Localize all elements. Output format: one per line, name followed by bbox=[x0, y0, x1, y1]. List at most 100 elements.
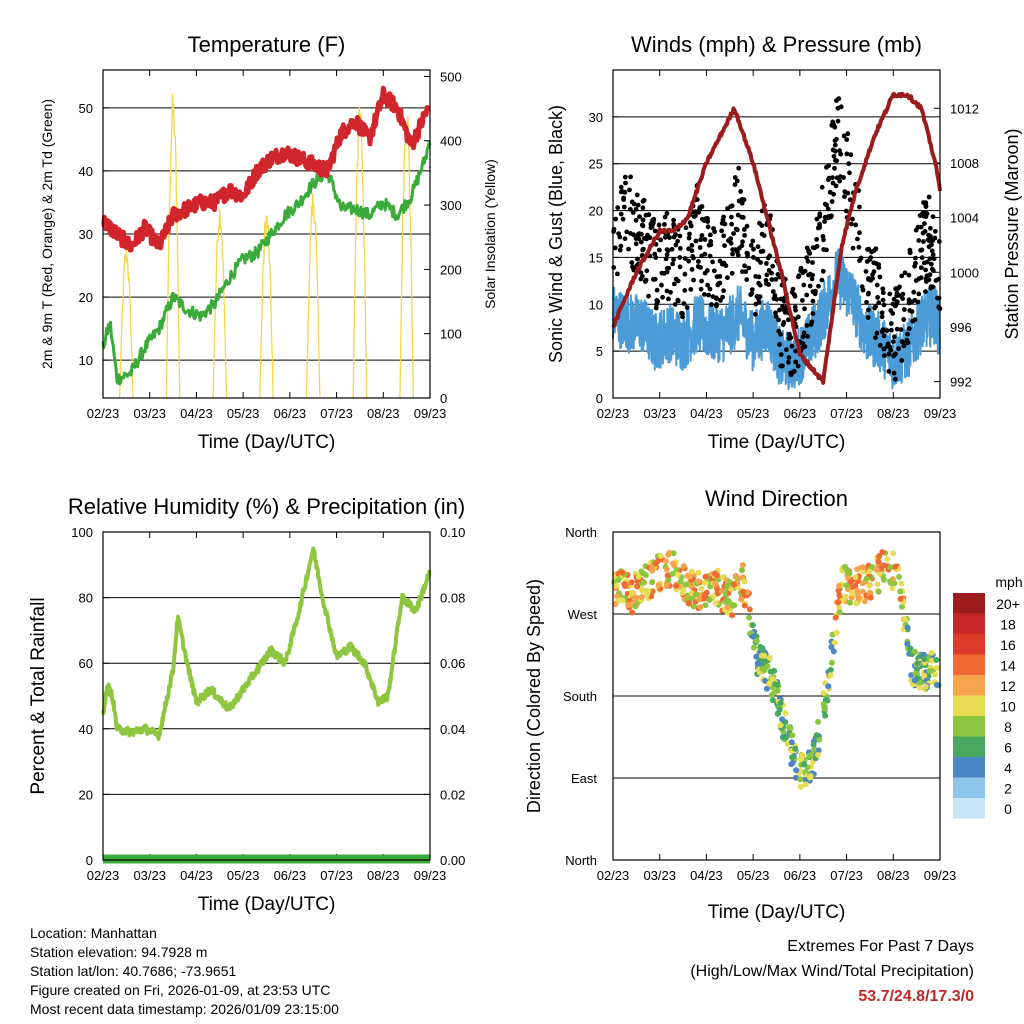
gust-point bbox=[841, 133, 847, 139]
gust-point bbox=[702, 292, 707, 297]
panel-title: Temperature (F) bbox=[188, 32, 346, 57]
gust-point bbox=[899, 358, 905, 363]
gust-point bbox=[815, 225, 821, 231]
x-tick-label: 07/23 bbox=[320, 406, 353, 421]
gust-point bbox=[778, 296, 784, 302]
gust-point bbox=[798, 265, 804, 271]
wind-direction-point bbox=[663, 558, 669, 565]
gust-point bbox=[755, 244, 761, 250]
gust-point bbox=[671, 281, 677, 287]
winds-pressure-panel: Winds (mph) & Pressure (mb) 0 5 10 15 20 25 30 9… bbox=[546, 32, 1022, 453]
gust-point bbox=[751, 255, 756, 260]
gust-point bbox=[618, 184, 624, 190]
gust-point bbox=[731, 231, 736, 236]
gust-point bbox=[657, 247, 662, 253]
gust-point bbox=[880, 297, 886, 303]
gust-point bbox=[843, 208, 849, 214]
gust-point bbox=[778, 331, 783, 337]
x-tick-label: 05/23 bbox=[737, 406, 770, 421]
wind-direction-point bbox=[912, 670, 919, 677]
gust-point bbox=[826, 175, 832, 181]
gust-point bbox=[877, 274, 883, 280]
y-tick-label: 5 bbox=[596, 344, 603, 359]
gust-point bbox=[688, 287, 694, 292]
wind-direction-point bbox=[846, 570, 853, 577]
wind-direction-point bbox=[702, 602, 709, 609]
wind-direction-point bbox=[853, 600, 860, 607]
wind-direction-point bbox=[712, 600, 719, 607]
y2-axis-label: Solar Insolation (Yellow) bbox=[482, 159, 498, 309]
y2-tick-label: 300 bbox=[440, 198, 462, 213]
y2-tick-label: 100 bbox=[440, 327, 462, 342]
wind-direction-point bbox=[732, 573, 739, 580]
gust-point bbox=[664, 211, 670, 216]
plot-border bbox=[102, 531, 431, 861]
gust-point bbox=[831, 122, 837, 128]
gust-point bbox=[856, 244, 862, 250]
x-tick-label: 04/23 bbox=[690, 406, 723, 421]
gust-point bbox=[906, 300, 912, 306]
wind-direction-point bbox=[788, 739, 795, 746]
gust-point bbox=[640, 223, 646, 229]
colorbar-label: 8 bbox=[1004, 719, 1012, 735]
gust-point bbox=[869, 249, 875, 255]
gust-point bbox=[662, 214, 668, 220]
wind-direction-point bbox=[769, 676, 776, 682]
gust-point bbox=[892, 376, 898, 382]
gust-point bbox=[729, 221, 734, 227]
gust-point bbox=[686, 258, 692, 264]
gust-point bbox=[638, 270, 644, 275]
wind-direction-point bbox=[798, 755, 804, 762]
gust-point bbox=[714, 303, 719, 309]
wind-direction-point bbox=[832, 614, 839, 621]
gust-point bbox=[707, 253, 713, 259]
gust-point bbox=[721, 288, 726, 294]
wind-direction-point bbox=[897, 588, 904, 595]
wind-direction-point bbox=[875, 588, 882, 595]
gust-point bbox=[633, 217, 639, 223]
recent-timestamp: Most recent data timestamp: 2026/01/09 2… bbox=[30, 1001, 339, 1017]
gust-point bbox=[789, 343, 795, 349]
gust-point bbox=[907, 247, 913, 253]
wind-direction-point bbox=[613, 582, 620, 589]
colorbar-swatch bbox=[953, 675, 985, 696]
wind-direction-point bbox=[816, 736, 823, 743]
gust-point bbox=[870, 272, 875, 277]
wind-direction-point bbox=[731, 602, 738, 609]
gust-point bbox=[677, 255, 683, 260]
gust-point bbox=[863, 269, 869, 274]
wind-direction-point bbox=[904, 624, 911, 631]
wind-direction-point bbox=[670, 560, 677, 567]
gust-point bbox=[693, 213, 698, 219]
gust-point bbox=[911, 289, 917, 295]
gust-point bbox=[742, 233, 747, 238]
gust-point bbox=[615, 205, 621, 211]
gust-point bbox=[891, 296, 897, 302]
gust-point bbox=[663, 256, 669, 262]
gust-point bbox=[936, 239, 942, 244]
gust-point bbox=[915, 224, 921, 230]
gust-point bbox=[771, 296, 777, 301]
wind-direction-point bbox=[820, 690, 827, 696]
solar-insolation-line bbox=[165, 93, 181, 399]
gust-point bbox=[784, 347, 789, 353]
gust-point bbox=[793, 359, 799, 365]
gust-point bbox=[757, 220, 762, 226]
x-tick-label: 08/23 bbox=[877, 406, 910, 421]
gust-point bbox=[890, 339, 896, 344]
gust-point bbox=[927, 256, 933, 262]
gust-point bbox=[809, 276, 815, 282]
colorbar-swatch bbox=[953, 777, 985, 798]
y2-tick-label: 1012 bbox=[950, 101, 979, 116]
gust-point bbox=[765, 255, 771, 261]
wind-direction-point bbox=[807, 774, 814, 781]
gust-point bbox=[864, 299, 869, 305]
gust-point bbox=[859, 284, 865, 290]
x-tick-label: 05/23 bbox=[227, 868, 260, 883]
gust-point bbox=[729, 203, 735, 209]
x-tick-label: 05/23 bbox=[227, 406, 260, 421]
wind-direction-point bbox=[749, 622, 756, 629]
y-tick-label: 15 bbox=[589, 250, 603, 265]
gust-point bbox=[707, 286, 713, 292]
gust-point bbox=[793, 348, 798, 354]
